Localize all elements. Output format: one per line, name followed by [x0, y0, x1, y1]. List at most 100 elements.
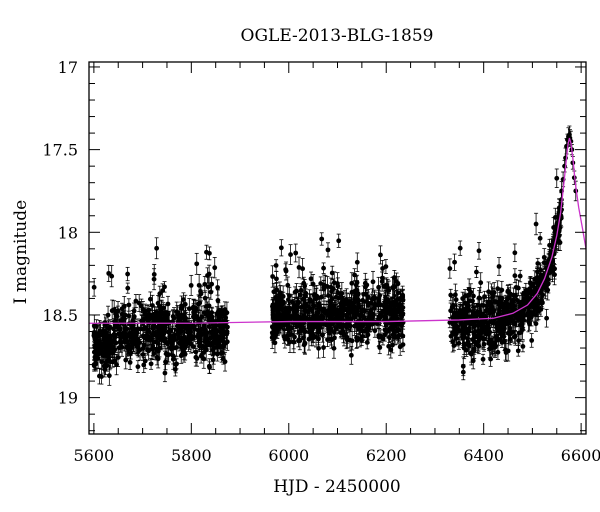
data-point	[400, 292, 406, 298]
data-point	[135, 340, 141, 346]
data-point	[321, 265, 326, 271]
data-point	[154, 245, 160, 251]
data-point	[386, 288, 392, 293]
data-point	[112, 358, 118, 363]
data-point	[364, 340, 370, 345]
data-point	[361, 307, 367, 313]
data-point	[382, 332, 388, 338]
data-point	[155, 356, 161, 362]
data-point	[285, 297, 291, 302]
data-point	[186, 306, 192, 312]
data-point	[182, 324, 188, 330]
data-point	[363, 327, 369, 333]
data-point	[189, 335, 195, 341]
data-point	[217, 334, 223, 340]
data-point	[399, 321, 405, 327]
data-point	[288, 252, 293, 257]
data-point	[112, 322, 118, 328]
data-point	[325, 337, 330, 343]
data-point	[301, 280, 307, 286]
data-point	[100, 341, 105, 347]
data-point	[215, 298, 221, 303]
data-point	[339, 291, 345, 296]
data-point	[321, 345, 326, 350]
data-point	[324, 322, 330, 328]
data-point	[93, 332, 99, 337]
data-point	[174, 345, 179, 350]
data-point	[172, 366, 178, 372]
data-point	[205, 284, 211, 290]
data-point	[336, 311, 342, 317]
data-point	[326, 293, 331, 299]
data-point	[193, 305, 199, 311]
data-point	[159, 307, 164, 312]
data-point	[345, 315, 351, 321]
data-point	[362, 284, 368, 290]
data-point	[120, 315, 126, 321]
data-point	[178, 315, 184, 321]
data-point	[109, 273, 115, 279]
data-point	[207, 365, 212, 370]
data-point	[91, 284, 97, 290]
data-point	[193, 349, 199, 355]
data-point	[381, 284, 387, 289]
data-point	[211, 332, 217, 338]
data-point	[136, 300, 142, 306]
data-point	[142, 358, 148, 364]
data-point	[367, 321, 372, 326]
data-point	[378, 252, 383, 258]
data-point	[209, 314, 215, 320]
data-point	[157, 330, 163, 335]
data-point	[348, 352, 354, 358]
data-point	[319, 236, 325, 242]
data-point	[220, 344, 226, 350]
data-point	[313, 296, 319, 302]
data-point	[210, 357, 216, 363]
data-point	[178, 328, 184, 334]
data-point	[377, 345, 383, 350]
data-point	[293, 316, 298, 322]
data-point	[170, 356, 176, 362]
data-point	[369, 315, 375, 321]
data-point	[376, 298, 381, 304]
data-point	[387, 303, 393, 309]
data-point	[165, 352, 171, 358]
data-point	[201, 310, 207, 316]
data-point	[131, 314, 137, 319]
data-point	[319, 307, 324, 313]
data-point	[391, 285, 396, 291]
data-point	[308, 276, 314, 282]
data-point	[308, 328, 313, 334]
data-point	[279, 300, 285, 305]
data-point	[196, 301, 201, 307]
data-point	[368, 300, 374, 306]
data-point	[286, 325, 292, 331]
data-point	[281, 334, 287, 339]
data-point	[357, 336, 363, 342]
data-point	[142, 311, 148, 317]
data-point	[148, 361, 154, 367]
data-point	[220, 356, 226, 362]
data-point	[138, 326, 143, 332]
data-point	[359, 322, 365, 328]
data-point	[222, 307, 228, 312]
data-point	[151, 276, 157, 282]
data-point	[396, 333, 402, 338]
data-point	[291, 339, 297, 345]
data-point	[330, 308, 335, 313]
data-point	[145, 327, 151, 333]
data-point	[196, 282, 202, 288]
data-point	[382, 300, 388, 305]
data-point	[386, 343, 392, 349]
data-point	[166, 339, 171, 345]
data-point	[370, 279, 376, 285]
data-point	[277, 306, 282, 312]
data-point	[194, 313, 199, 319]
data-point	[147, 296, 153, 302]
data-point	[107, 333, 113, 339]
data-point	[103, 333, 109, 338]
data-point	[124, 339, 130, 345]
data-point	[388, 347, 394, 353]
data-point	[300, 335, 306, 341]
data-point	[199, 314, 205, 320]
